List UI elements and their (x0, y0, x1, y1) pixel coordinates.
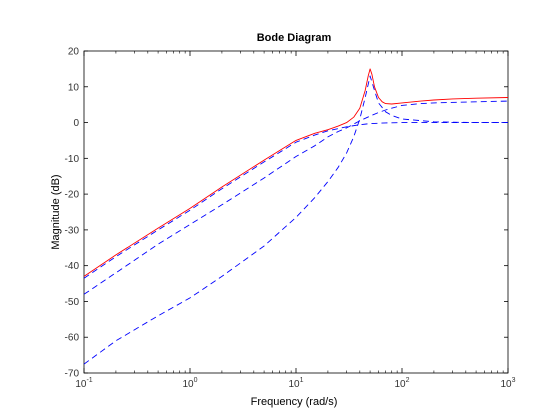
y-tick-label: 10 (68, 82, 80, 93)
series-lines (83, 68, 509, 365)
y-tick-label: -10 (65, 154, 80, 165)
plot-area (83, 50, 509, 374)
y-axis-label: Magnitude (dB) (50, 174, 62, 249)
axis-ticks (83, 50, 509, 374)
y-tick-label: -60 (65, 333, 80, 344)
y-tick-label: 20 (68, 47, 80, 58)
x-tick-label: 103 (500, 377, 515, 390)
y-tick-label: -20 (65, 190, 80, 201)
y-tick-label: -30 (65, 225, 80, 236)
series-line-3 (83, 122, 508, 279)
y-tick-label: -40 (65, 261, 80, 272)
x-tick-label: 102 (394, 377, 409, 390)
series-line-4 (83, 68, 509, 277)
y-tick-label: -70 (65, 369, 80, 380)
x-tick-labels: 10-1 100 101 102 103 (75, 377, 515, 390)
x-tick-label: 10-1 (75, 377, 92, 390)
x-axis-label: Frequency (rad/s) (251, 396, 338, 408)
chart-title: Bode Diagram (257, 32, 332, 44)
y-tick-label: 0 (73, 118, 79, 129)
series-line-2 (83, 75, 508, 365)
x-tick-label: 101 (288, 377, 303, 390)
y-tick-labels: 20 10 0 -10 -20 -30 -40 -50 -60 -70 (65, 47, 80, 380)
series-line-1 (83, 100, 509, 295)
y-tick-label: -50 (65, 297, 80, 308)
x-tick-label: 100 (182, 377, 197, 390)
